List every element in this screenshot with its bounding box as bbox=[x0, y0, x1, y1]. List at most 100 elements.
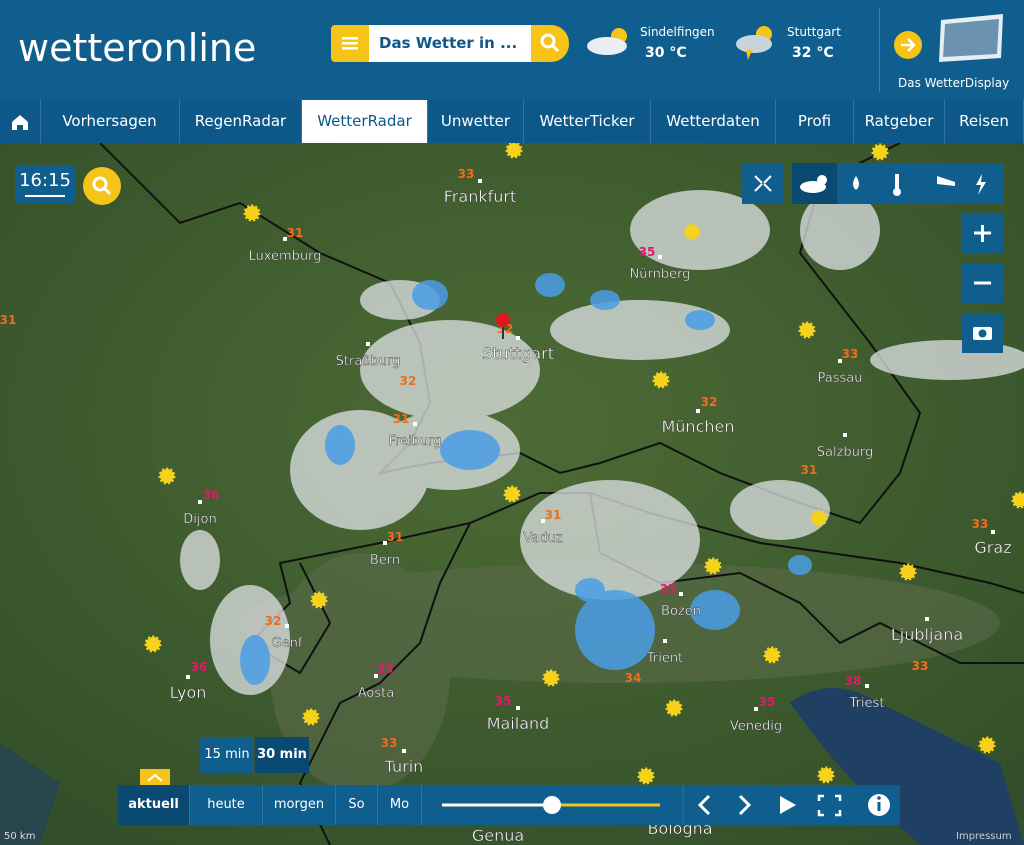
city-label[interactable]: Graz bbox=[974, 538, 1012, 557]
sun bbox=[665, 699, 683, 717]
city-dot bbox=[478, 179, 482, 183]
interval-button[interactable]: 30 min bbox=[255, 737, 309, 773]
nav-item[interactable]: Vorhersagen bbox=[40, 100, 180, 143]
sun bbox=[542, 669, 560, 687]
city-label[interactable]: Venedig bbox=[730, 719, 783, 734]
radar-echo bbox=[240, 635, 270, 685]
radar-echo bbox=[690, 590, 740, 630]
city-label[interactable]: Triest bbox=[848, 696, 885, 711]
city-dot bbox=[696, 409, 700, 413]
radar-echo bbox=[590, 290, 620, 310]
sun bbox=[763, 646, 781, 664]
temperature-label: 36 bbox=[203, 488, 220, 502]
logo[interactable]: wetteronline bbox=[18, 26, 257, 70]
temperature-label: 31 bbox=[287, 226, 304, 240]
imprint-link[interactable]: Impressum bbox=[956, 831, 1012, 842]
city-label[interactable]: Bozen bbox=[661, 604, 701, 619]
city-label[interactable]: Freiburg bbox=[388, 434, 441, 449]
temperature-label: 33 bbox=[972, 517, 989, 531]
city-label[interactable]: Dijon bbox=[183, 512, 217, 527]
city-dot bbox=[383, 541, 387, 545]
sun bbox=[798, 321, 816, 339]
cloud bbox=[290, 410, 430, 530]
temperature-label: 31 bbox=[545, 508, 562, 522]
city-label[interactable]: Genua bbox=[472, 826, 525, 845]
city-label[interactable]: Frankfurt bbox=[444, 187, 517, 206]
next-button[interactable] bbox=[738, 794, 752, 816]
city-label[interactable]: Lyon bbox=[169, 683, 207, 702]
city-label[interactable]: Passau bbox=[817, 371, 863, 386]
nav-item[interactable]: RegenRadar bbox=[180, 100, 302, 143]
timeline-tab[interactable]: morgen bbox=[263, 785, 336, 825]
city-label[interactable]: Trient bbox=[646, 651, 684, 666]
sun bbox=[817, 766, 835, 784]
zoom-controls bbox=[962, 213, 1003, 353]
nav-item[interactable]: Wetterdaten bbox=[651, 100, 776, 143]
home-button[interactable] bbox=[0, 100, 41, 143]
nav-item[interactable]: Profi bbox=[776, 100, 854, 143]
timeline-tab[interactable]: Mo bbox=[378, 785, 422, 825]
city-dot bbox=[516, 336, 520, 340]
nav-item[interactable]: Ratgeber bbox=[854, 100, 945, 143]
clouds bbox=[180, 190, 1024, 695]
expand-button[interactable] bbox=[140, 769, 170, 785]
city-label[interactable]: Salzburg bbox=[817, 445, 874, 460]
sun bbox=[310, 591, 328, 609]
search-input[interactable]: Das Wetter in ... bbox=[369, 25, 531, 62]
city-label[interactable]: Aosta bbox=[358, 686, 395, 701]
city-dot bbox=[186, 675, 190, 679]
layer-toolbar bbox=[742, 163, 1004, 204]
nav-item[interactable]: Reisen bbox=[945, 100, 1024, 143]
city-dot bbox=[925, 617, 929, 621]
search-icon bbox=[540, 33, 560, 53]
timeline-tab[interactable]: So bbox=[336, 785, 378, 825]
temperature-label: 31 bbox=[0, 313, 16, 327]
nav-item[interactable]: WetterRadar bbox=[302, 100, 428, 143]
radar-echo bbox=[325, 425, 355, 465]
interval-button[interactable]: 15 min bbox=[200, 737, 254, 773]
time-text: 16:15 bbox=[19, 170, 71, 191]
city-label[interactable]: München bbox=[661, 417, 734, 436]
city-label[interactable]: Ljubljana bbox=[891, 625, 964, 644]
menu-button[interactable] bbox=[331, 25, 369, 62]
temperature-label: 33 bbox=[842, 347, 859, 361]
city-label[interactable]: Stuttgart bbox=[482, 344, 554, 363]
nav-bar: Vorhersagen RegenRadar WetterRadar Unwetter… bbox=[0, 100, 1024, 143]
time-display[interactable]: 16:15 bbox=[15, 165, 75, 203]
search-button[interactable] bbox=[531, 25, 569, 62]
city-label[interactable]: Bern bbox=[370, 553, 401, 568]
prev-button[interactable] bbox=[697, 794, 711, 816]
nav-item[interactable]: Unwetter bbox=[428, 100, 524, 143]
radar-map[interactable]: Frankfurt Luxemburg Nürnberg Straßburg Stutt… bbox=[0, 143, 1024, 845]
city-label[interactable]: Luxemburg bbox=[248, 249, 321, 264]
time-handle[interactable] bbox=[543, 796, 561, 814]
nav-item[interactable]: WetterTicker bbox=[524, 100, 651, 143]
city-label[interactable]: Mailand bbox=[486, 714, 550, 733]
sun bbox=[302, 708, 320, 726]
timeline-tab[interactable]: aktuell bbox=[118, 785, 190, 825]
timeline-tab[interactable]: heute bbox=[190, 785, 263, 825]
play-button[interactable] bbox=[780, 796, 796, 814]
sun bbox=[158, 467, 176, 485]
fullscreen-button[interactable] bbox=[817, 794, 842, 817]
city-label[interactable]: Vaduz bbox=[523, 531, 563, 546]
display-label[interactable]: Das WetterDisplay bbox=[898, 76, 1010, 90]
scale-label: 50 km bbox=[4, 831, 36, 842]
display-image[interactable] bbox=[935, 12, 1007, 64]
temperature-label: 32 bbox=[701, 395, 718, 409]
map-search[interactable] bbox=[82, 166, 122, 206]
city-dot bbox=[838, 359, 842, 363]
temperature-label: 31 bbox=[393, 412, 410, 426]
temperature-label: 33 bbox=[912, 659, 929, 673]
weather-city[interactable]: Stuttgart bbox=[787, 25, 841, 39]
city-label[interactable]: Straßburg bbox=[335, 354, 401, 369]
fullscreen-toggle[interactable] bbox=[742, 163, 784, 204]
city-label[interactable]: Genf bbox=[271, 636, 303, 651]
city-label[interactable]: Turin bbox=[383, 757, 424, 776]
sun-symbols bbox=[144, 143, 1024, 785]
weather-city[interactable]: Sindelfingen bbox=[640, 25, 715, 39]
temperature-label: 34 bbox=[625, 671, 642, 685]
arrow-button[interactable] bbox=[893, 30, 923, 60]
city-label[interactable]: Nürnberg bbox=[629, 267, 691, 282]
